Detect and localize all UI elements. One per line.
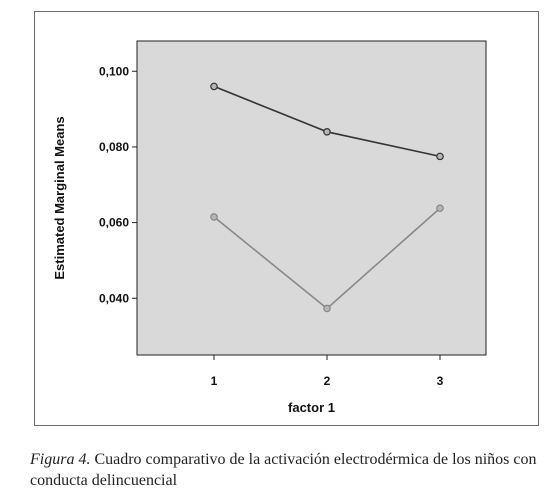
data-point: [323, 127, 331, 136]
plot-area: [136, 40, 487, 356]
x-axis: 1 2 3: [211, 355, 444, 388]
y-tick-label: 0,040: [99, 291, 129, 305]
data-point: [210, 213, 218, 221]
caption-text: Cuadro comparativo de la activación elec…: [30, 451, 537, 489]
y-tick-label: 0,100: [99, 64, 129, 78]
chart: 0,040 0,060 0,080 0,100 1 2 3 Estimated Margi…: [52, 40, 487, 415]
data-point: [436, 152, 444, 161]
x-axis-title: factor 1: [288, 400, 335, 415]
y-tick-label: 0,060: [99, 216, 129, 230]
x-tick-label: 3: [437, 374, 444, 388]
series-layer: [210, 82, 444, 313]
figure-caption: Figura 4. Cuadro comparativo de la activ…: [30, 449, 545, 491]
y-axis-title: Estimated Marginal Means: [52, 116, 67, 279]
x-tick-label: 2: [324, 374, 331, 388]
data-point: [436, 204, 444, 213]
y-tick-label: 0,080: [99, 140, 129, 154]
data-point: [323, 304, 331, 313]
caption-label: Figura 4.: [30, 451, 91, 468]
y-axis: 0,040 0,060 0,080 0,100: [99, 64, 137, 305]
data-point: [210, 82, 218, 91]
x-tick-label: 1: [211, 374, 218, 388]
